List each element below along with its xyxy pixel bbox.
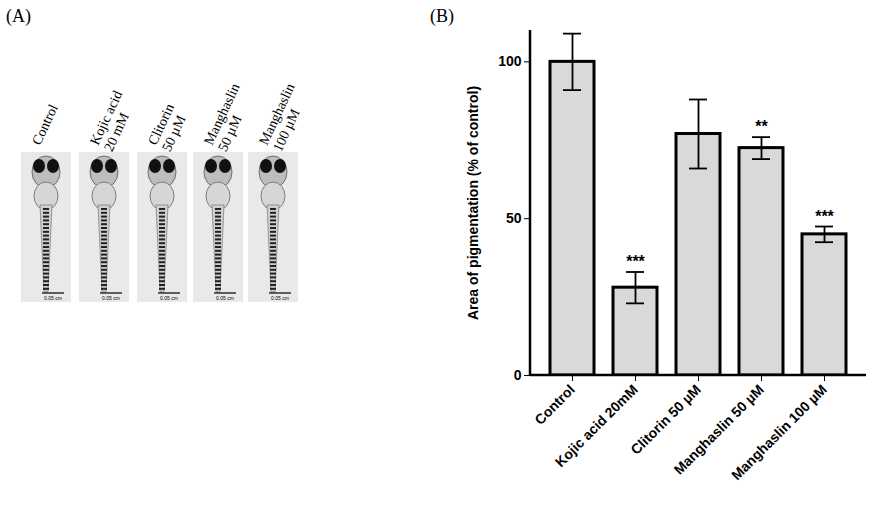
svg-text:Control: Control — [531, 381, 578, 428]
svg-text:***: *** — [626, 253, 645, 270]
svg-text:0.05 cm: 0.05 cm — [216, 295, 234, 301]
svg-text:50: 50 — [506, 210, 522, 226]
svg-text:Manghaslin50 µM: Manghaslin50 µM — [201, 81, 256, 154]
svg-text:Control: Control — [29, 102, 61, 147]
svg-text:Manghaslin100 µM: Manghaslin100 µM — [256, 81, 311, 154]
svg-text:Clitorin50 µM: Clitorin50 µM — [145, 101, 191, 153]
svg-text:0.05 cm: 0.05 cm — [44, 295, 62, 301]
svg-text:Manghaslin 50 µM: Manghaslin 50 µM — [670, 381, 767, 478]
svg-text:Clitorin 50 µM: Clitorin 50 µM — [627, 381, 704, 458]
svg-text:Manghaslin 100 µM: Manghaslin 100 µM — [728, 381, 830, 483]
svg-text:***: *** — [815, 208, 834, 225]
html-text:(B): (B) — [430, 6, 454, 26]
svg-text:0.05 cm: 0.05 cm — [102, 295, 120, 301]
svg-text:**: ** — [755, 118, 768, 135]
svg-text:Kojic acid 20mM: Kojic acid 20mM — [552, 381, 641, 470]
svg-text:0: 0 — [514, 367, 522, 383]
svg-text:100: 100 — [498, 53, 522, 69]
svg-text:Area of pigmentation (% of con: Area of pigmentation (% of control) — [465, 86, 481, 320]
svg-text:Kojic acid20 mM: Kojic acid20 mM — [87, 88, 139, 153]
html-text:(A): (A) — [6, 6, 31, 26]
svg-text:0.05 cm: 0.05 cm — [271, 295, 289, 301]
svg-text:0.05 cm: 0.05 cm — [160, 295, 178, 301]
